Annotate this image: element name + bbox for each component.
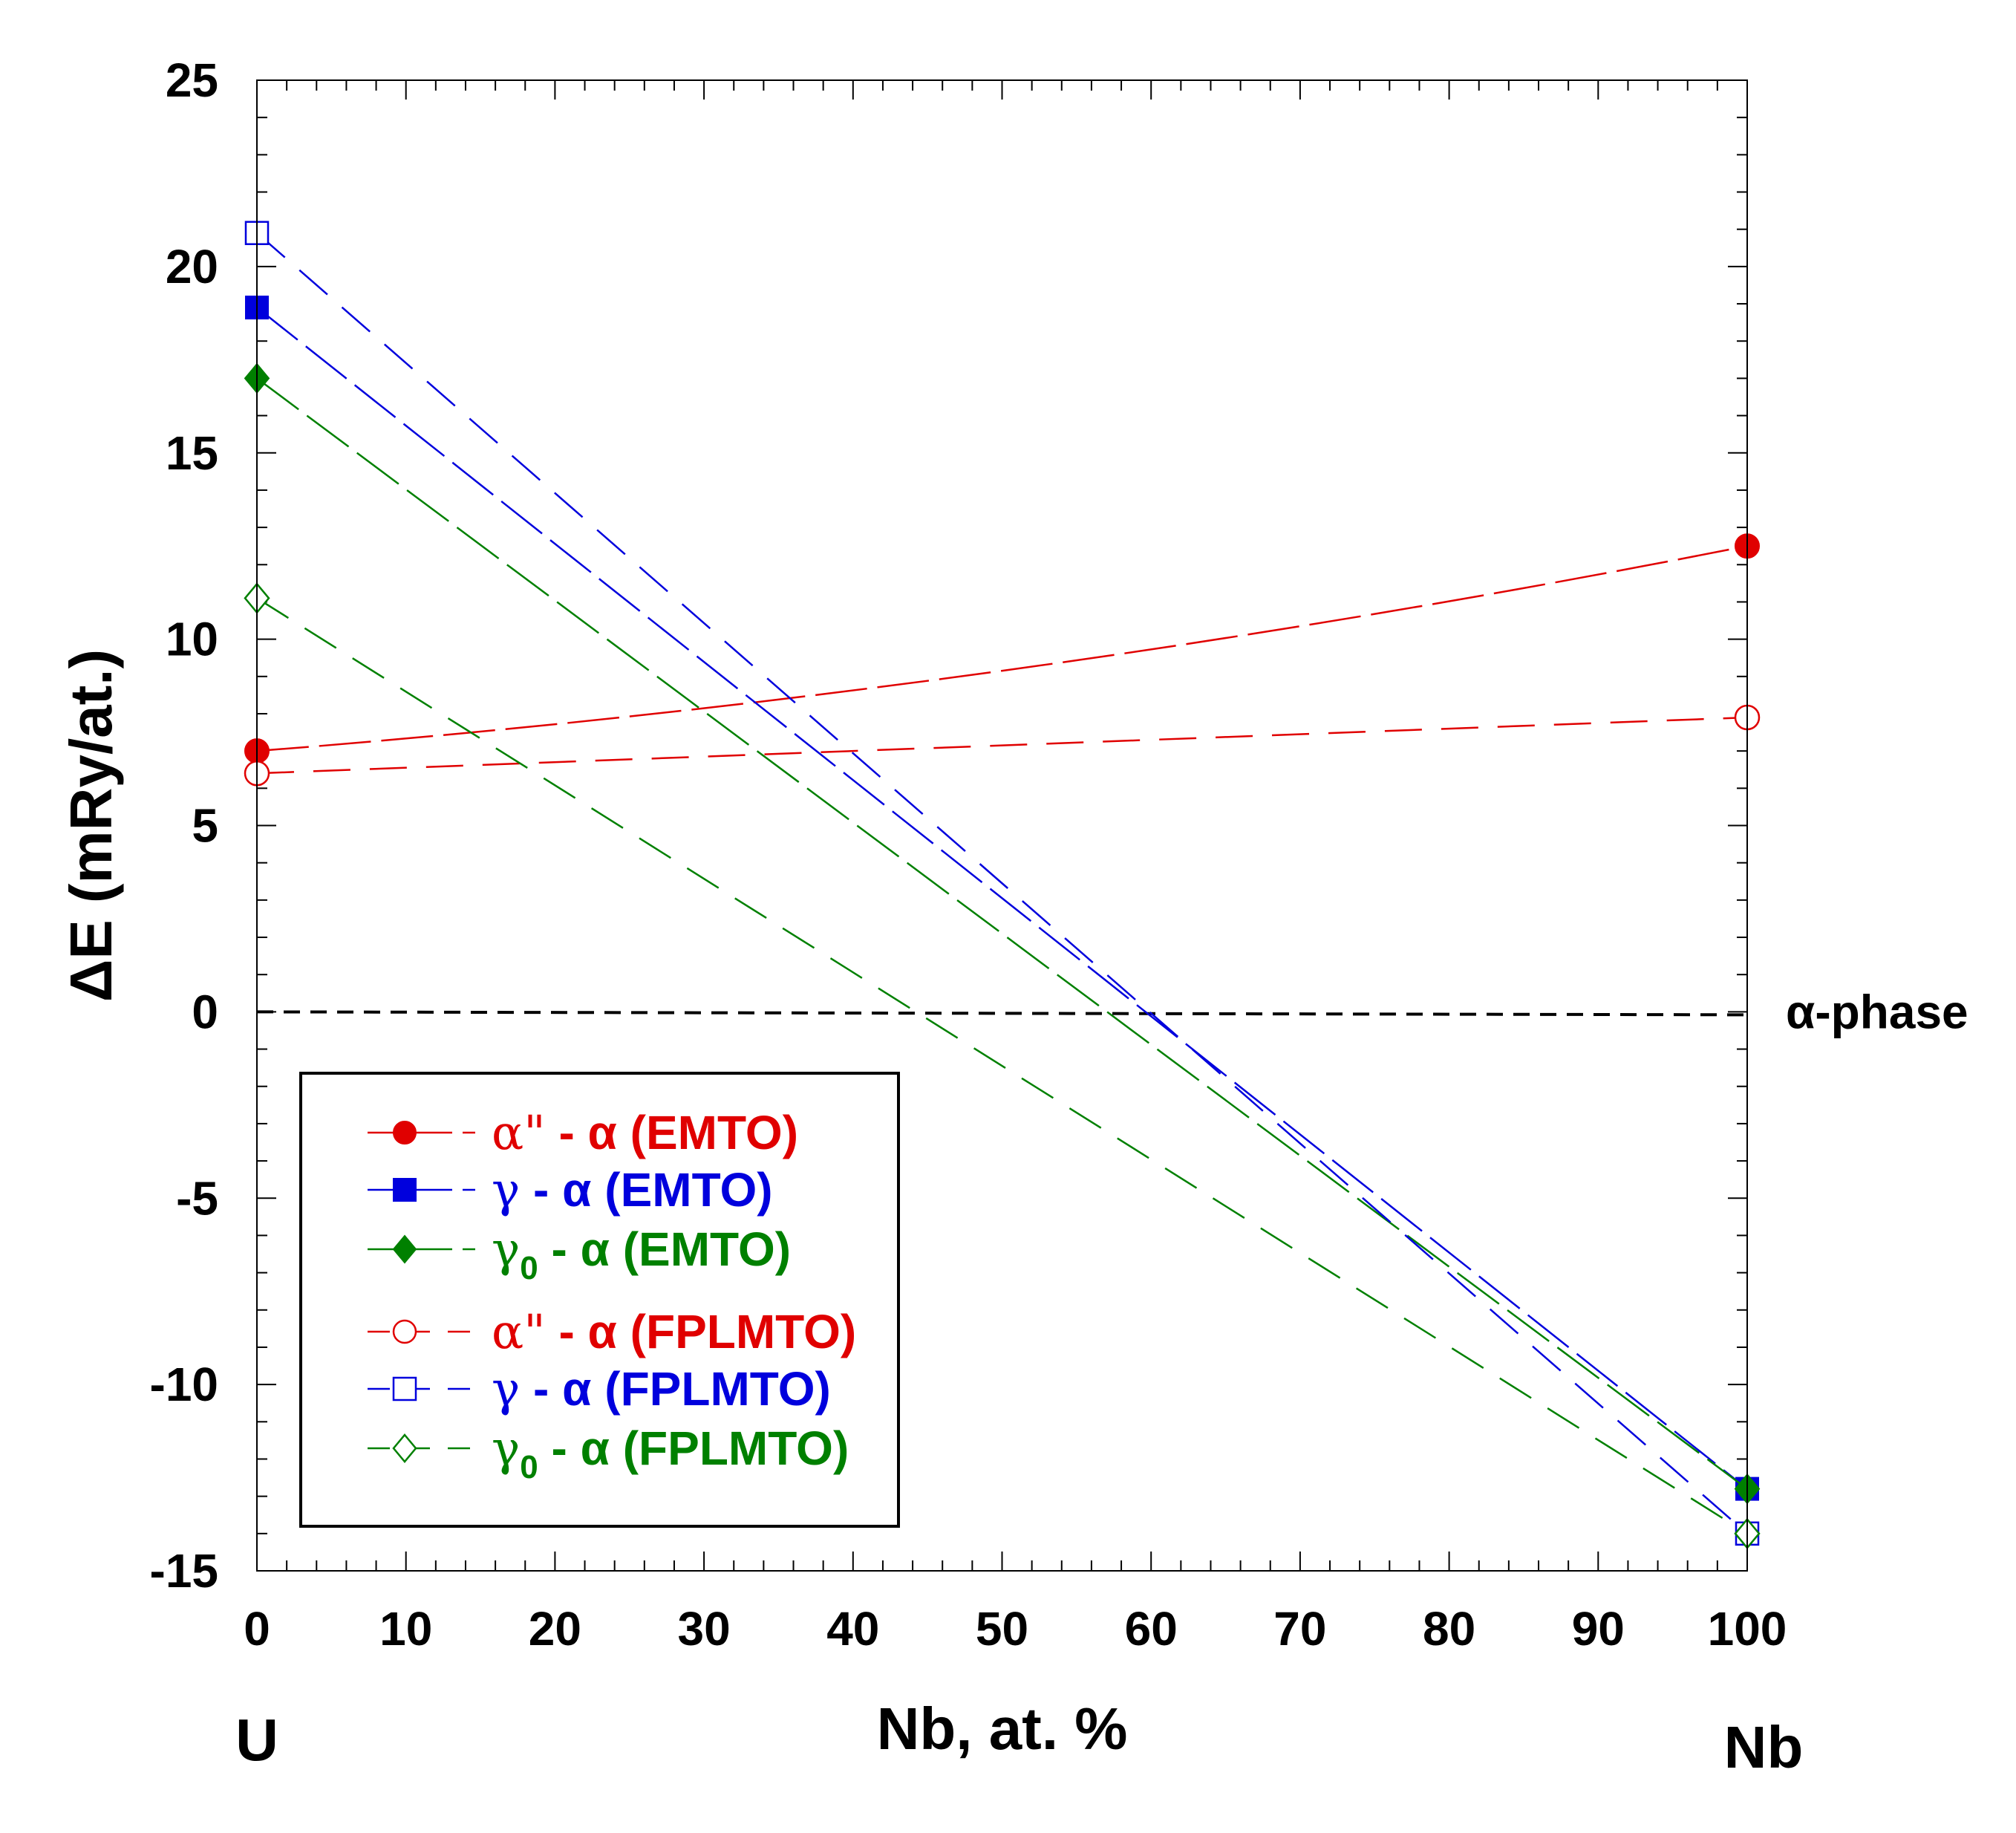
legend-marker: [393, 1121, 417, 1145]
y-tick-label: 20: [166, 240, 218, 293]
tick-labels: 0 10 20 30 40 50 60 70 80 90 100 -15 -10 -5 0 5 10 15 20 25: [150, 53, 1787, 1655]
y-tick-label: 25: [166, 53, 218, 107]
legend-marker: [392, 1433, 417, 1463]
x-tick-label: 70: [1273, 1602, 1326, 1655]
reference-line: [256, 1010, 1748, 1017]
legend-item: γ0 - α (FPLMTO): [368, 1422, 849, 1485]
reference-line-group: [256, 1010, 1748, 1017]
x-tick-label: 50: [976, 1602, 1028, 1655]
legend-item: γ0 - α (EMTO): [368, 1222, 791, 1286]
series-line: [256, 597, 1748, 1534]
x-end-label-left: U: [235, 1707, 278, 1773]
series-line: [256, 544, 1748, 752]
legend-item: α" - α (FPLMTO): [368, 1305, 856, 1360]
axis-ticks: [256, 79, 1748, 1572]
legend: α" - α (EMTO)γ - α (EMTO)γ0 - α (EMTO) α"…: [299, 1072, 900, 1528]
x-tick-label: 20: [529, 1602, 581, 1655]
x-tick-label: 0: [244, 1602, 270, 1655]
series-4: [244, 704, 1761, 787]
y-tick-label: 5: [192, 799, 218, 853]
legend-label: α" - α (EMTO): [492, 1106, 798, 1161]
y-axis-label: ΔE (mRy/at.): [58, 649, 124, 1002]
reference-line-label: α-phase: [1786, 985, 1968, 1038]
x-tick-label: 10: [379, 1602, 432, 1655]
series-line: [256, 716, 1748, 775]
plot-frame: [256, 79, 1748, 1572]
y-tick-label: 0: [192, 985, 218, 1038]
series-1: [244, 533, 1760, 764]
legend-marker: [392, 1376, 417, 1401]
y-tick-label: -15: [150, 1544, 219, 1598]
legend-label: γ - α (FPLMTO): [492, 1362, 831, 1417]
x-axis-label: Nb, at. %: [877, 1696, 1128, 1762]
x-end-label-right: Nb: [1724, 1714, 1804, 1780]
series-line: [256, 307, 1748, 1490]
legend-label: γ - α (EMTO): [492, 1163, 773, 1218]
legend-marker: [392, 1319, 417, 1344]
x-tick-label: 30: [678, 1602, 731, 1655]
y-tick-label: 10: [166, 613, 218, 666]
series-line: [256, 377, 1748, 1490]
legend-item: γ - α (EMTO): [368, 1163, 773, 1218]
legend-label: γ0 - α (EMTO): [492, 1222, 791, 1286]
x-tick-label: 90: [1572, 1602, 1625, 1655]
legend-marker: [393, 1178, 417, 1202]
legend-label: γ0 - α (FPLMTO): [492, 1422, 849, 1485]
x-tick-label: 80: [1423, 1602, 1475, 1655]
y-tick-label: 15: [166, 426, 218, 480]
legend-label: α" - α (FPLMTO): [492, 1305, 856, 1360]
legend-marker: [392, 1234, 417, 1264]
legend-item: γ - α (FPLMTO): [368, 1362, 831, 1417]
x-tick-label: 40: [826, 1602, 879, 1655]
x-tick-label: 60: [1125, 1602, 1178, 1655]
y-tick-label: -5: [176, 1171, 218, 1225]
legend-item: α" - α (EMTO): [368, 1106, 798, 1161]
y-tick-label: -10: [150, 1358, 219, 1411]
x-tick-label: 100: [1708, 1602, 1787, 1655]
series-line: [256, 232, 1748, 1534]
